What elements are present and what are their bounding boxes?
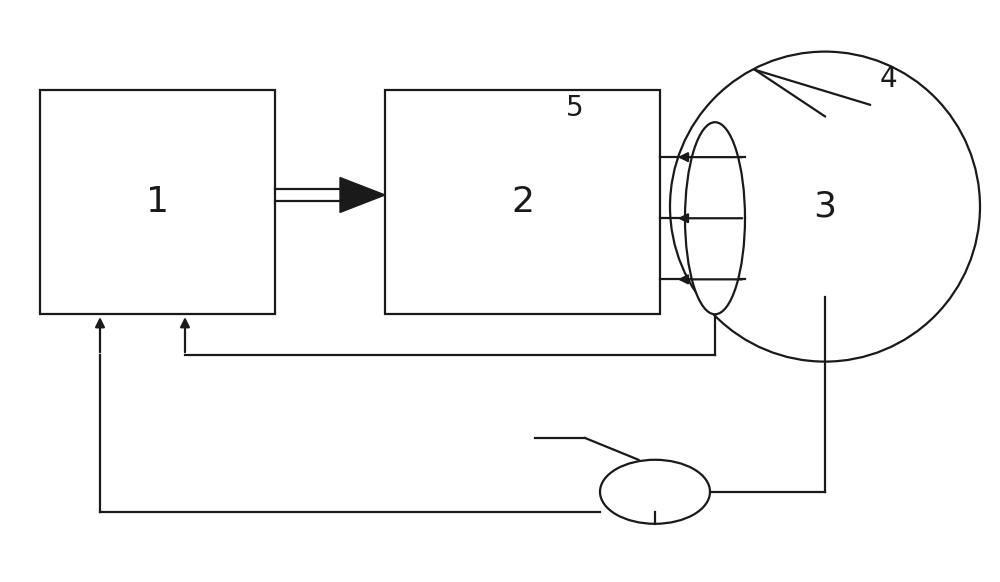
Text: 5: 5: [566, 94, 584, 122]
Bar: [40, 90, 275, 314]
Text: 3: 3: [814, 190, 836, 223]
Text: 1: 1: [146, 185, 169, 219]
Polygon shape: [340, 178, 385, 212]
Ellipse shape: [600, 460, 710, 524]
Text: 4: 4: [880, 65, 898, 93]
Ellipse shape: [685, 122, 745, 314]
Text: 2: 2: [511, 185, 534, 219]
Circle shape: [670, 52, 980, 361]
Bar: [385, 90, 660, 314]
